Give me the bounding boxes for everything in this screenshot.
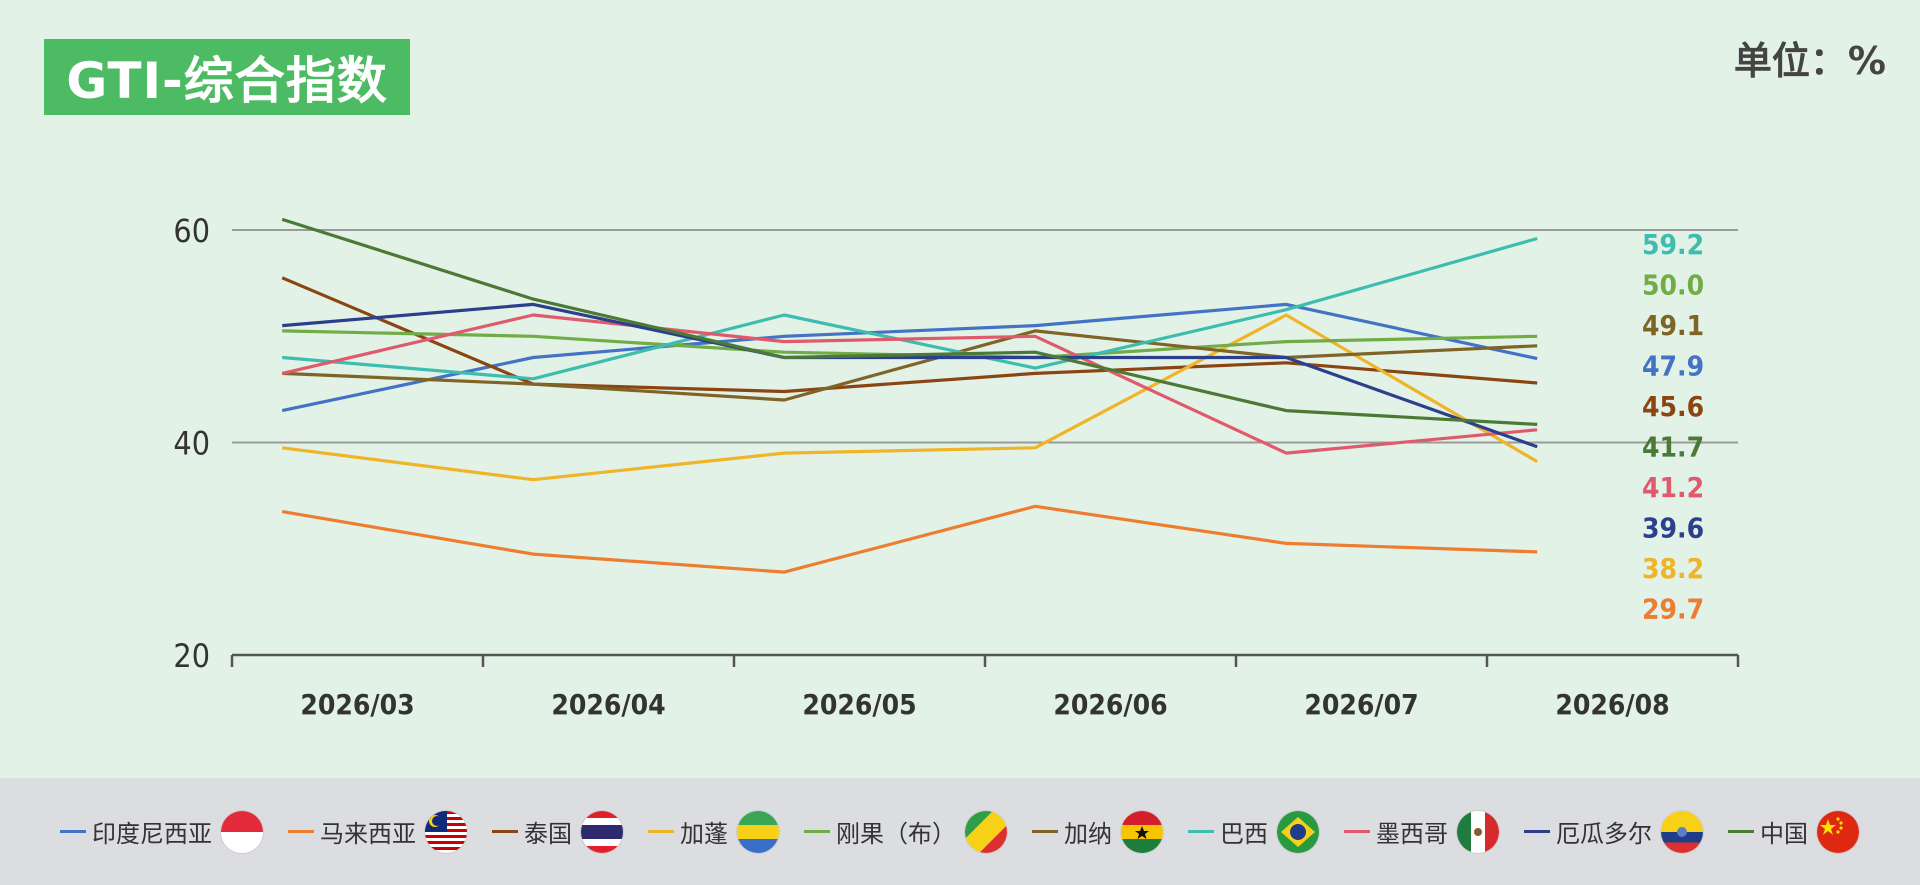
malaysia-flag-icon <box>424 809 468 854</box>
legend-item: 马来西亚 <box>288 809 468 854</box>
legend-item: 泰国 <box>492 809 624 854</box>
legend-swatch <box>1344 830 1370 833</box>
legend-label: 中国 <box>1760 820 1808 848</box>
legend-label: 巴西 <box>1220 820 1268 848</box>
legend-label: 墨西哥 <box>1376 820 1448 848</box>
end-value-label: 50.0 <box>1642 269 1704 302</box>
legend: 印度尼西亚 马来西亚 泰国 加蓬 刚果（布） 加纳 巴西 墨西哥 厄瓜多尔 中国 <box>0 778 1920 885</box>
thailand-flag-icon <box>580 809 624 854</box>
legend-item: 墨西哥 <box>1344 809 1500 854</box>
legend-item: 巴西 <box>1188 809 1320 854</box>
china-flag-icon <box>1816 809 1860 854</box>
legend-label: 加蓬 <box>680 820 728 848</box>
y-tick-label: 20 <box>173 637 210 675</box>
series-line <box>282 236 1538 381</box>
series-line <box>282 329 1538 402</box>
legend-swatch <box>804 830 830 833</box>
ecuador-flag-icon <box>1660 809 1704 854</box>
x-tick-label: 2026/05 <box>802 688 916 721</box>
end-value-label: 45.6 <box>1642 390 1704 423</box>
legend-swatch <box>1188 830 1214 833</box>
end-value-label: 39.6 <box>1642 512 1704 545</box>
legend-swatch <box>288 830 314 833</box>
legend-label: 泰国 <box>524 820 572 848</box>
series-line <box>281 313 1538 455</box>
series-line <box>281 217 1538 426</box>
legend-swatch <box>648 830 674 833</box>
legend-item: 厄瓜多尔 <box>1524 809 1704 854</box>
legend-item: 刚果（布） <box>804 809 1008 854</box>
end-value-label: 41.2 <box>1642 471 1704 504</box>
x-tick-label: 2026/06 <box>1053 688 1167 721</box>
x-tick-label: 2026/04 <box>551 688 665 721</box>
x-tick-label: 2026/07 <box>1304 688 1418 721</box>
series-line <box>281 276 1538 394</box>
legend-label: 厄瓜多尔 <box>1556 820 1652 848</box>
x-tick-label: 2026/08 <box>1555 688 1669 721</box>
legend-item: 加纳 <box>1032 809 1164 854</box>
legend-label: 马来西亚 <box>320 820 416 848</box>
end-value-label: 41.7 <box>1642 431 1704 464</box>
congo-flag-icon <box>964 809 1008 854</box>
chart-title: GTI-综合指数 <box>44 39 410 115</box>
legend-swatch <box>60 830 86 833</box>
gabon-flag-icon <box>736 809 780 854</box>
end-value-label: 38.2 <box>1642 552 1704 585</box>
mexico-flag-icon <box>1456 809 1500 854</box>
end-value-label: 29.7 <box>1642 593 1704 626</box>
legend-label: 印度尼西亚 <box>92 820 212 848</box>
legend-label: 加纳 <box>1064 820 1112 848</box>
legend-item: 加蓬 <box>648 809 780 854</box>
legend-label: 刚果（布） <box>836 820 956 848</box>
end-value-label: 49.1 <box>1642 309 1704 342</box>
legend-item: 中国 <box>1728 809 1860 854</box>
legend-item: 印度尼西亚 <box>60 809 264 854</box>
end-value-label: 59.2 <box>1642 228 1704 261</box>
line-chart: 20 40 60 2026/03 2026/04 2026/05 2026/06 2026/0… <box>173 212 1740 721</box>
y-tick-label: 40 <box>173 425 210 463</box>
unit-label: 单位：% <box>1733 39 1886 83</box>
end-value-label: 47.9 <box>1642 350 1704 383</box>
series-line <box>281 504 1538 574</box>
brazil-flag-icon <box>1276 809 1320 854</box>
legend-swatch <box>1524 830 1550 833</box>
series-line <box>282 302 1538 449</box>
legend-swatch <box>492 830 518 833</box>
legend-swatch <box>1728 830 1754 833</box>
ghana-flag-icon <box>1120 809 1164 854</box>
indonesia-flag-icon <box>220 809 264 854</box>
legend-swatch <box>1032 830 1058 833</box>
x-tick-label: 2026/03 <box>300 688 414 721</box>
y-tick-label: 60 <box>173 212 210 250</box>
